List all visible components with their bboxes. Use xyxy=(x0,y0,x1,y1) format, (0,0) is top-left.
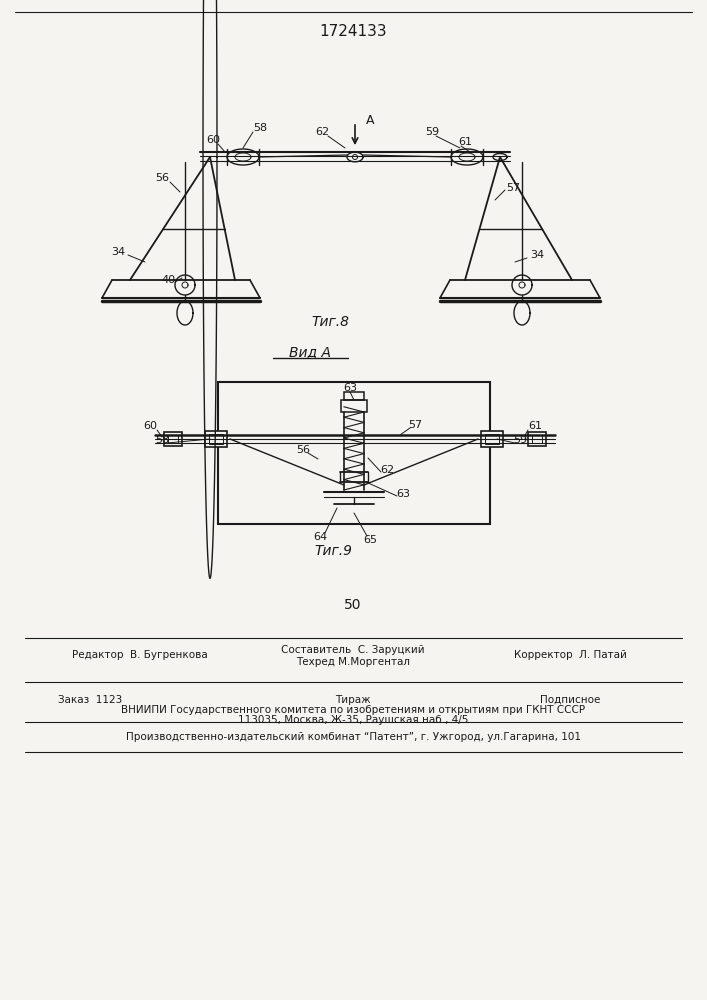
Text: Τиг.8: Τиг.8 xyxy=(311,315,349,329)
Text: 57: 57 xyxy=(408,420,422,430)
Text: Редактор  В. Бугренкова: Редактор В. Бугренкова xyxy=(72,650,208,660)
Bar xyxy=(164,432,182,446)
Text: 58: 58 xyxy=(253,123,267,133)
Text: 113035, Москва, Ж-35, Раушская наб., 4/5: 113035, Москва, Ж-35, Раушская наб., 4/5 xyxy=(238,715,468,725)
Text: 58: 58 xyxy=(155,435,169,445)
Text: ВНИИПИ Государственного комитета по изобретениям и открытиям при ГКНТ СССР: ВНИИПИ Государственного комитета по изоб… xyxy=(121,705,585,715)
Text: 60: 60 xyxy=(206,135,220,145)
Text: Составитель  С. Заруцкий: Составитель С. Заруцкий xyxy=(281,645,425,655)
Text: 63: 63 xyxy=(396,489,410,499)
Bar xyxy=(168,435,178,443)
Text: 34: 34 xyxy=(111,247,125,257)
Bar xyxy=(218,382,490,524)
Bar xyxy=(485,434,499,444)
Text: 60: 60 xyxy=(143,421,157,431)
Text: Производственно-издательский комбинат “Патент”, г. Ужгород, ул.Гагарина, 101: Производственно-издательский комбинат “П… xyxy=(126,732,580,742)
Bar xyxy=(209,434,223,444)
Bar xyxy=(341,400,367,412)
Text: 56: 56 xyxy=(296,445,310,455)
Text: Заказ  1123: Заказ 1123 xyxy=(58,695,122,705)
Text: 64: 64 xyxy=(313,532,327,542)
Text: Корректор  Л. Патай: Корректор Л. Патай xyxy=(513,650,626,660)
Text: 65: 65 xyxy=(363,535,377,545)
Bar xyxy=(205,431,227,447)
Text: 61: 61 xyxy=(528,421,542,431)
Text: Подписное: Подписное xyxy=(540,695,600,705)
Text: 56: 56 xyxy=(155,173,169,183)
Bar xyxy=(532,435,542,443)
Text: 62: 62 xyxy=(315,127,329,137)
Bar xyxy=(344,392,364,400)
Text: 57: 57 xyxy=(506,183,520,193)
Text: Τиг.9: Τиг.9 xyxy=(314,544,352,558)
Text: 59: 59 xyxy=(513,435,527,445)
Text: 1724133: 1724133 xyxy=(319,24,387,39)
Text: A: A xyxy=(366,114,374,127)
Bar xyxy=(528,432,546,446)
Text: 59: 59 xyxy=(425,127,439,137)
Text: 63: 63 xyxy=(343,383,357,393)
Text: 40: 40 xyxy=(161,275,175,285)
Text: Вид A: Вид A xyxy=(289,345,331,359)
Text: Техред М.Моргентал: Техред М.Моргентал xyxy=(296,657,410,667)
Text: 34: 34 xyxy=(530,250,544,260)
Text: Тираж: Тираж xyxy=(335,695,370,705)
Text: 61: 61 xyxy=(458,137,472,147)
Bar xyxy=(481,431,503,447)
Text: 62: 62 xyxy=(380,465,394,475)
Text: 50: 50 xyxy=(344,598,362,612)
